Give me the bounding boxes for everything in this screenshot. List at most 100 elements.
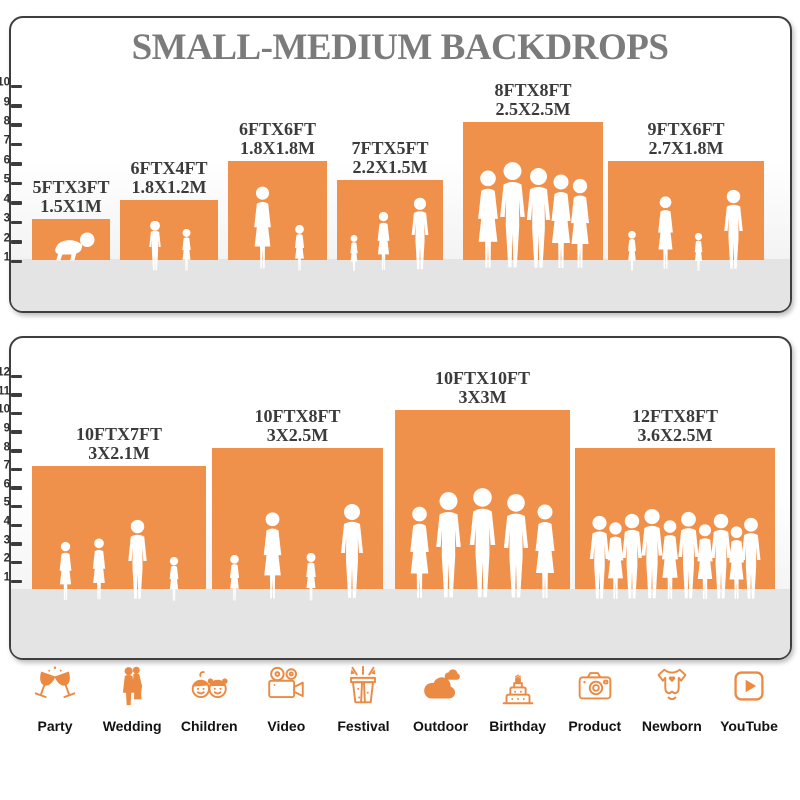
- boy-silhouette: [148, 221, 161, 271]
- man-silhouette: [503, 494, 528, 598]
- axis-tick-label: 10: [0, 403, 10, 416]
- category-label: Children: [180, 718, 238, 734]
- category-outdoor: Outdoor: [404, 663, 478, 734]
- girl-silhouette: [169, 557, 179, 601]
- man-silhouette: [411, 197, 428, 270]
- woman-silhouette: [92, 538, 106, 600]
- woman-silhouette: [410, 506, 430, 598]
- backdrop-size-label: 9FTX6FT 2.7X1.8M: [647, 120, 724, 158]
- axis-tick-label: 1: [3, 251, 10, 264]
- woman-silhouette: [570, 178, 590, 268]
- man-silhouette: [741, 517, 761, 599]
- axis-tick-label: 7: [3, 134, 10, 147]
- size-ft-text: 7FTX5FT: [351, 138, 429, 158]
- woman-silhouette: [535, 504, 555, 598]
- baby-silhouette: [55, 232, 95, 261]
- axis-tick: [11, 430, 22, 434]
- axis-tick: [11, 181, 22, 186]
- backdrop-figures: [228, 185, 327, 273]
- backdrop-size-label: 10FTX8FT 3X2.5M: [254, 407, 340, 445]
- size-ft-text: 6FTX6FT: [238, 119, 317, 139]
- size-m-text: 3X3M: [458, 387, 507, 407]
- backdrop-size-label: 10FTX10FT 3X3M: [435, 369, 530, 407]
- floor: [11, 589, 790, 658]
- woman-silhouette: [607, 522, 624, 599]
- size-ft-text: 6FTX4FT: [130, 158, 208, 178]
- man-silhouette: [723, 189, 743, 269]
- axis-tick: [11, 449, 22, 453]
- girl-silhouette: [229, 555, 239, 601]
- backdrop-size-label: 12FTX8FT 3.6X2.5M: [632, 407, 718, 445]
- size-ft-text: 12FTX8FT: [631, 406, 719, 426]
- man-silhouette: [641, 508, 663, 599]
- woman-silhouette: [729, 526, 745, 599]
- backdrop-figures: [575, 508, 775, 603]
- axis-tick: [11, 220, 22, 225]
- axis-tick-label: 10: [0, 76, 10, 89]
- axis-tick: [11, 123, 22, 127]
- backdrop-size-label: 7FTX5FT 2.2X1.5M: [351, 139, 428, 177]
- woman-silhouette: [59, 541, 72, 600]
- category-label: Outdoor: [412, 718, 469, 734]
- size-m-text: 1.8X1.8M: [239, 138, 315, 158]
- backdrop-bar: [228, 161, 327, 260]
- axis-tick-label: 3: [3, 212, 10, 225]
- axis-tick-label: 9: [3, 95, 10, 108]
- size-m-text: 2.7X1.8M: [648, 138, 724, 158]
- size-ft-text: 10FTX10FT: [434, 368, 531, 388]
- axis-tick: [11, 201, 22, 205]
- video-icon: [268, 666, 305, 698]
- girl-silhouette: [627, 231, 636, 271]
- axis-tick: [11, 467, 22, 472]
- woman-silhouette: [697, 524, 713, 599]
- axis-tick-label: 3: [3, 533, 10, 546]
- axis-tick-label: 7: [3, 459, 10, 472]
- backdrop-size-label: 6FTX4FT 1.8X1.2M: [130, 159, 207, 197]
- girl-silhouette: [305, 553, 316, 601]
- festival-icon: [350, 665, 377, 704]
- size-m-text: 3X2.1M: [88, 443, 150, 463]
- man-silhouette: [436, 492, 462, 598]
- wedding-icon: [123, 666, 143, 706]
- size-ft-text: 10FTX7FT: [75, 424, 163, 444]
- axis-tick-label: 11: [0, 384, 10, 397]
- backdrop-figures: [120, 221, 218, 273]
- category-label: Newborn: [641, 718, 702, 734]
- girl-silhouette: [294, 225, 304, 271]
- axis-tick: [11, 393, 22, 397]
- axis-tick: [11, 240, 22, 244]
- category-festival: Festival: [326, 663, 400, 734]
- man-silhouette: [711, 513, 731, 599]
- woman-silhouette: [263, 512, 281, 599]
- size-m-text: 2.2X1.5M: [352, 157, 428, 177]
- axis-tick-label: 5: [3, 173, 10, 186]
- size-ft-text: 9FTX6FT: [647, 119, 725, 139]
- party-icon: [34, 666, 76, 698]
- category-wedding: Wedding: [95, 663, 169, 734]
- woman-silhouette: [478, 170, 498, 268]
- category-youtube: YouTube: [712, 663, 786, 734]
- axis-tick: [11, 374, 22, 379]
- axis-tick-label: 8: [3, 115, 10, 128]
- axis-tick-label: 8: [3, 440, 10, 453]
- backdrop-figures: [32, 229, 110, 265]
- axis-tick-label: 12: [0, 366, 10, 379]
- category-party: Party: [18, 663, 92, 734]
- axis-tick: [11, 542, 22, 546]
- size-m-text: 1.5X1M: [40, 196, 102, 216]
- category-label: Party: [37, 718, 73, 734]
- category-product: Product: [558, 663, 632, 734]
- category-label: Video: [267, 718, 306, 734]
- birthday-icon: [502, 674, 533, 705]
- axis-tick-label: 2: [3, 552, 10, 565]
- man-silhouette: [500, 162, 525, 268]
- girl-silhouette: [349, 235, 358, 272]
- category-children: Children: [172, 663, 246, 734]
- backdrop-figures: [212, 503, 383, 603]
- newborn-icon: [657, 668, 687, 700]
- man-silhouette: [589, 515, 609, 599]
- man-silhouette: [526, 168, 551, 268]
- category-newborn: Newborn: [635, 663, 709, 734]
- category-row: Party Wedding Children Video Festival Outdoor…: [18, 663, 786, 734]
- axis-tick: [11, 104, 22, 108]
